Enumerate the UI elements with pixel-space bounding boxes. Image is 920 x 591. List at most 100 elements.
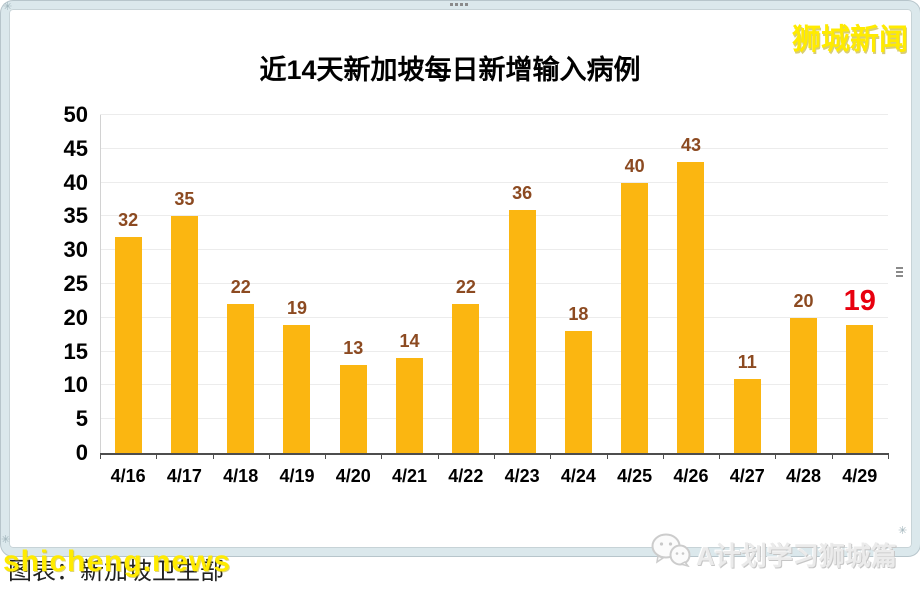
bar-column: 19 xyxy=(269,115,325,453)
bar[interactable] xyxy=(339,365,367,453)
bar[interactable] xyxy=(170,216,198,453)
bar-column: 18 xyxy=(550,115,606,453)
bar-column: 43 xyxy=(663,115,719,453)
gridline xyxy=(100,283,888,284)
y-axis-line xyxy=(100,115,101,453)
x-tick-label: 4/28 xyxy=(785,466,822,486)
bar[interactable] xyxy=(564,331,592,453)
bar[interactable] xyxy=(508,209,536,453)
bar[interactable] xyxy=(452,304,480,453)
bar-column: 35 xyxy=(156,115,212,453)
bar-value-label: 20 xyxy=(793,290,814,311)
site-watermark-top-right: 狮城新闻 xyxy=(792,24,909,56)
bar-column: 40 xyxy=(607,115,663,453)
x-axis-tick xyxy=(719,453,721,459)
bar-value-label: 18 xyxy=(568,304,589,325)
y-tick-label: 35 xyxy=(63,203,88,229)
bar-value-label: 19 xyxy=(286,297,307,318)
bar-column: 36 xyxy=(494,115,550,453)
bar-column: 14 xyxy=(381,115,437,453)
bar[interactable] xyxy=(733,378,761,453)
x-axis-tick xyxy=(156,453,158,459)
bar-column: 11 xyxy=(719,115,775,453)
x-tick-label: 4/19 xyxy=(279,466,315,486)
bar-value-label: 32 xyxy=(118,209,139,230)
y-tick-label: 30 xyxy=(63,237,88,263)
x-axis-tick xyxy=(775,453,777,459)
bar-value-label: 43 xyxy=(680,135,701,156)
bar[interactable] xyxy=(677,162,705,453)
bar-column: 22 xyxy=(438,115,494,453)
bar-value-label: 36 xyxy=(512,182,533,203)
bar[interactable] xyxy=(114,236,142,453)
y-tick-label: 40 xyxy=(63,169,88,195)
x-axis-tick xyxy=(437,453,439,459)
y-tick-label: 20 xyxy=(63,304,88,330)
x-axis-tick xyxy=(662,453,664,459)
bar-value-label: 19 xyxy=(843,284,876,317)
gridline xyxy=(100,350,888,352)
bars-container: 32 35 22 19 13 14 22 36 18 40 43 11 20 19 xyxy=(100,115,888,453)
wechat-icon xyxy=(651,533,691,567)
bar-value-label: 11 xyxy=(737,351,757,372)
brand-watermark-bottom-right: A计划学习狮城篇 xyxy=(696,541,897,571)
bar[interactable] xyxy=(790,317,818,453)
x-tick-label: 4/18 xyxy=(223,466,259,486)
y-tick-label: 5 xyxy=(75,406,88,432)
x-tick-label: 4/26 xyxy=(673,466,709,486)
bar[interactable] xyxy=(846,324,874,453)
y-tick-label: 25 xyxy=(63,271,88,296)
x-tick-label: 4/23 xyxy=(504,466,540,486)
bar-column: 13 xyxy=(325,115,381,453)
x-axis-tick xyxy=(888,453,889,459)
anchor-bottom-left-icon[interactable]: ✳ xyxy=(1,534,11,546)
gridline xyxy=(100,418,888,420)
y-tick-label: 45 xyxy=(63,135,88,161)
bar-value-label: 14 xyxy=(399,331,420,352)
x-tick-label: 4/27 xyxy=(729,466,765,486)
chart-title: 近14天新加坡每日新增输入病例 xyxy=(259,55,641,85)
site-watermark-bottom-left: shicheng.news xyxy=(3,545,232,578)
x-tick-label: 4/20 xyxy=(335,466,371,486)
x-axis-tick xyxy=(268,453,270,459)
x-tick-label: 4/17 xyxy=(166,466,202,486)
bar-value-label: 40 xyxy=(624,155,645,176)
x-axis-tick xyxy=(550,453,552,459)
bar-column: 22 xyxy=(213,115,269,453)
plot-area: 32 35 22 19 13 14 22 36 18 40 43 11 20 19 0 5 10 15 20 25 3… xyxy=(64,102,889,465)
bar-column: 19 xyxy=(832,115,888,453)
gridline xyxy=(100,215,888,217)
x-axis-tick xyxy=(831,453,833,459)
bar[interactable] xyxy=(227,304,255,453)
x-tick-label: 4/22 xyxy=(448,466,484,486)
bar-column: 32 xyxy=(100,115,156,453)
bar[interactable] xyxy=(396,358,424,453)
x-axis-tick xyxy=(212,453,214,459)
x-axis-tick xyxy=(494,453,495,459)
chart-source-caption: 图表：新加坡卫生部 xyxy=(8,557,224,585)
bar-value-label: 22 xyxy=(455,277,476,298)
x-tick-label: 4/29 xyxy=(842,466,878,486)
resize-handle-top-icon[interactable] xyxy=(450,3,468,6)
x-tick-label: 4/24 xyxy=(560,466,596,486)
bar-column: 20 xyxy=(775,115,831,453)
bar[interactable] xyxy=(283,324,311,453)
gridline xyxy=(100,147,888,149)
x-axis-tick xyxy=(381,453,383,459)
gridline xyxy=(100,114,888,115)
y-tick-label: 10 xyxy=(63,372,88,398)
y-tick-label: 50 xyxy=(63,102,88,127)
bar-value-label: 35 xyxy=(174,189,195,210)
anchor-bottom-right-icon[interactable]: ✳ xyxy=(898,525,908,537)
bar[interactable] xyxy=(621,182,649,453)
anchor-top-left-icon[interactable]: ✳ xyxy=(3,1,13,13)
x-axis-labels: 4/16 4/17 4/18 4/19 4/20 4/21 4/22 4/23 4/24 4/25… xyxy=(100,466,888,487)
bar-value-label: 13 xyxy=(343,338,364,359)
x-axis-tick xyxy=(100,453,101,459)
gridline xyxy=(100,384,888,386)
x-axis-tick xyxy=(325,453,327,459)
x-tick-label: 4/25 xyxy=(617,466,653,486)
resize-handle-right-icon[interactable] xyxy=(896,267,903,277)
y-tick-label: 15 xyxy=(63,338,88,364)
gridline xyxy=(100,181,888,183)
